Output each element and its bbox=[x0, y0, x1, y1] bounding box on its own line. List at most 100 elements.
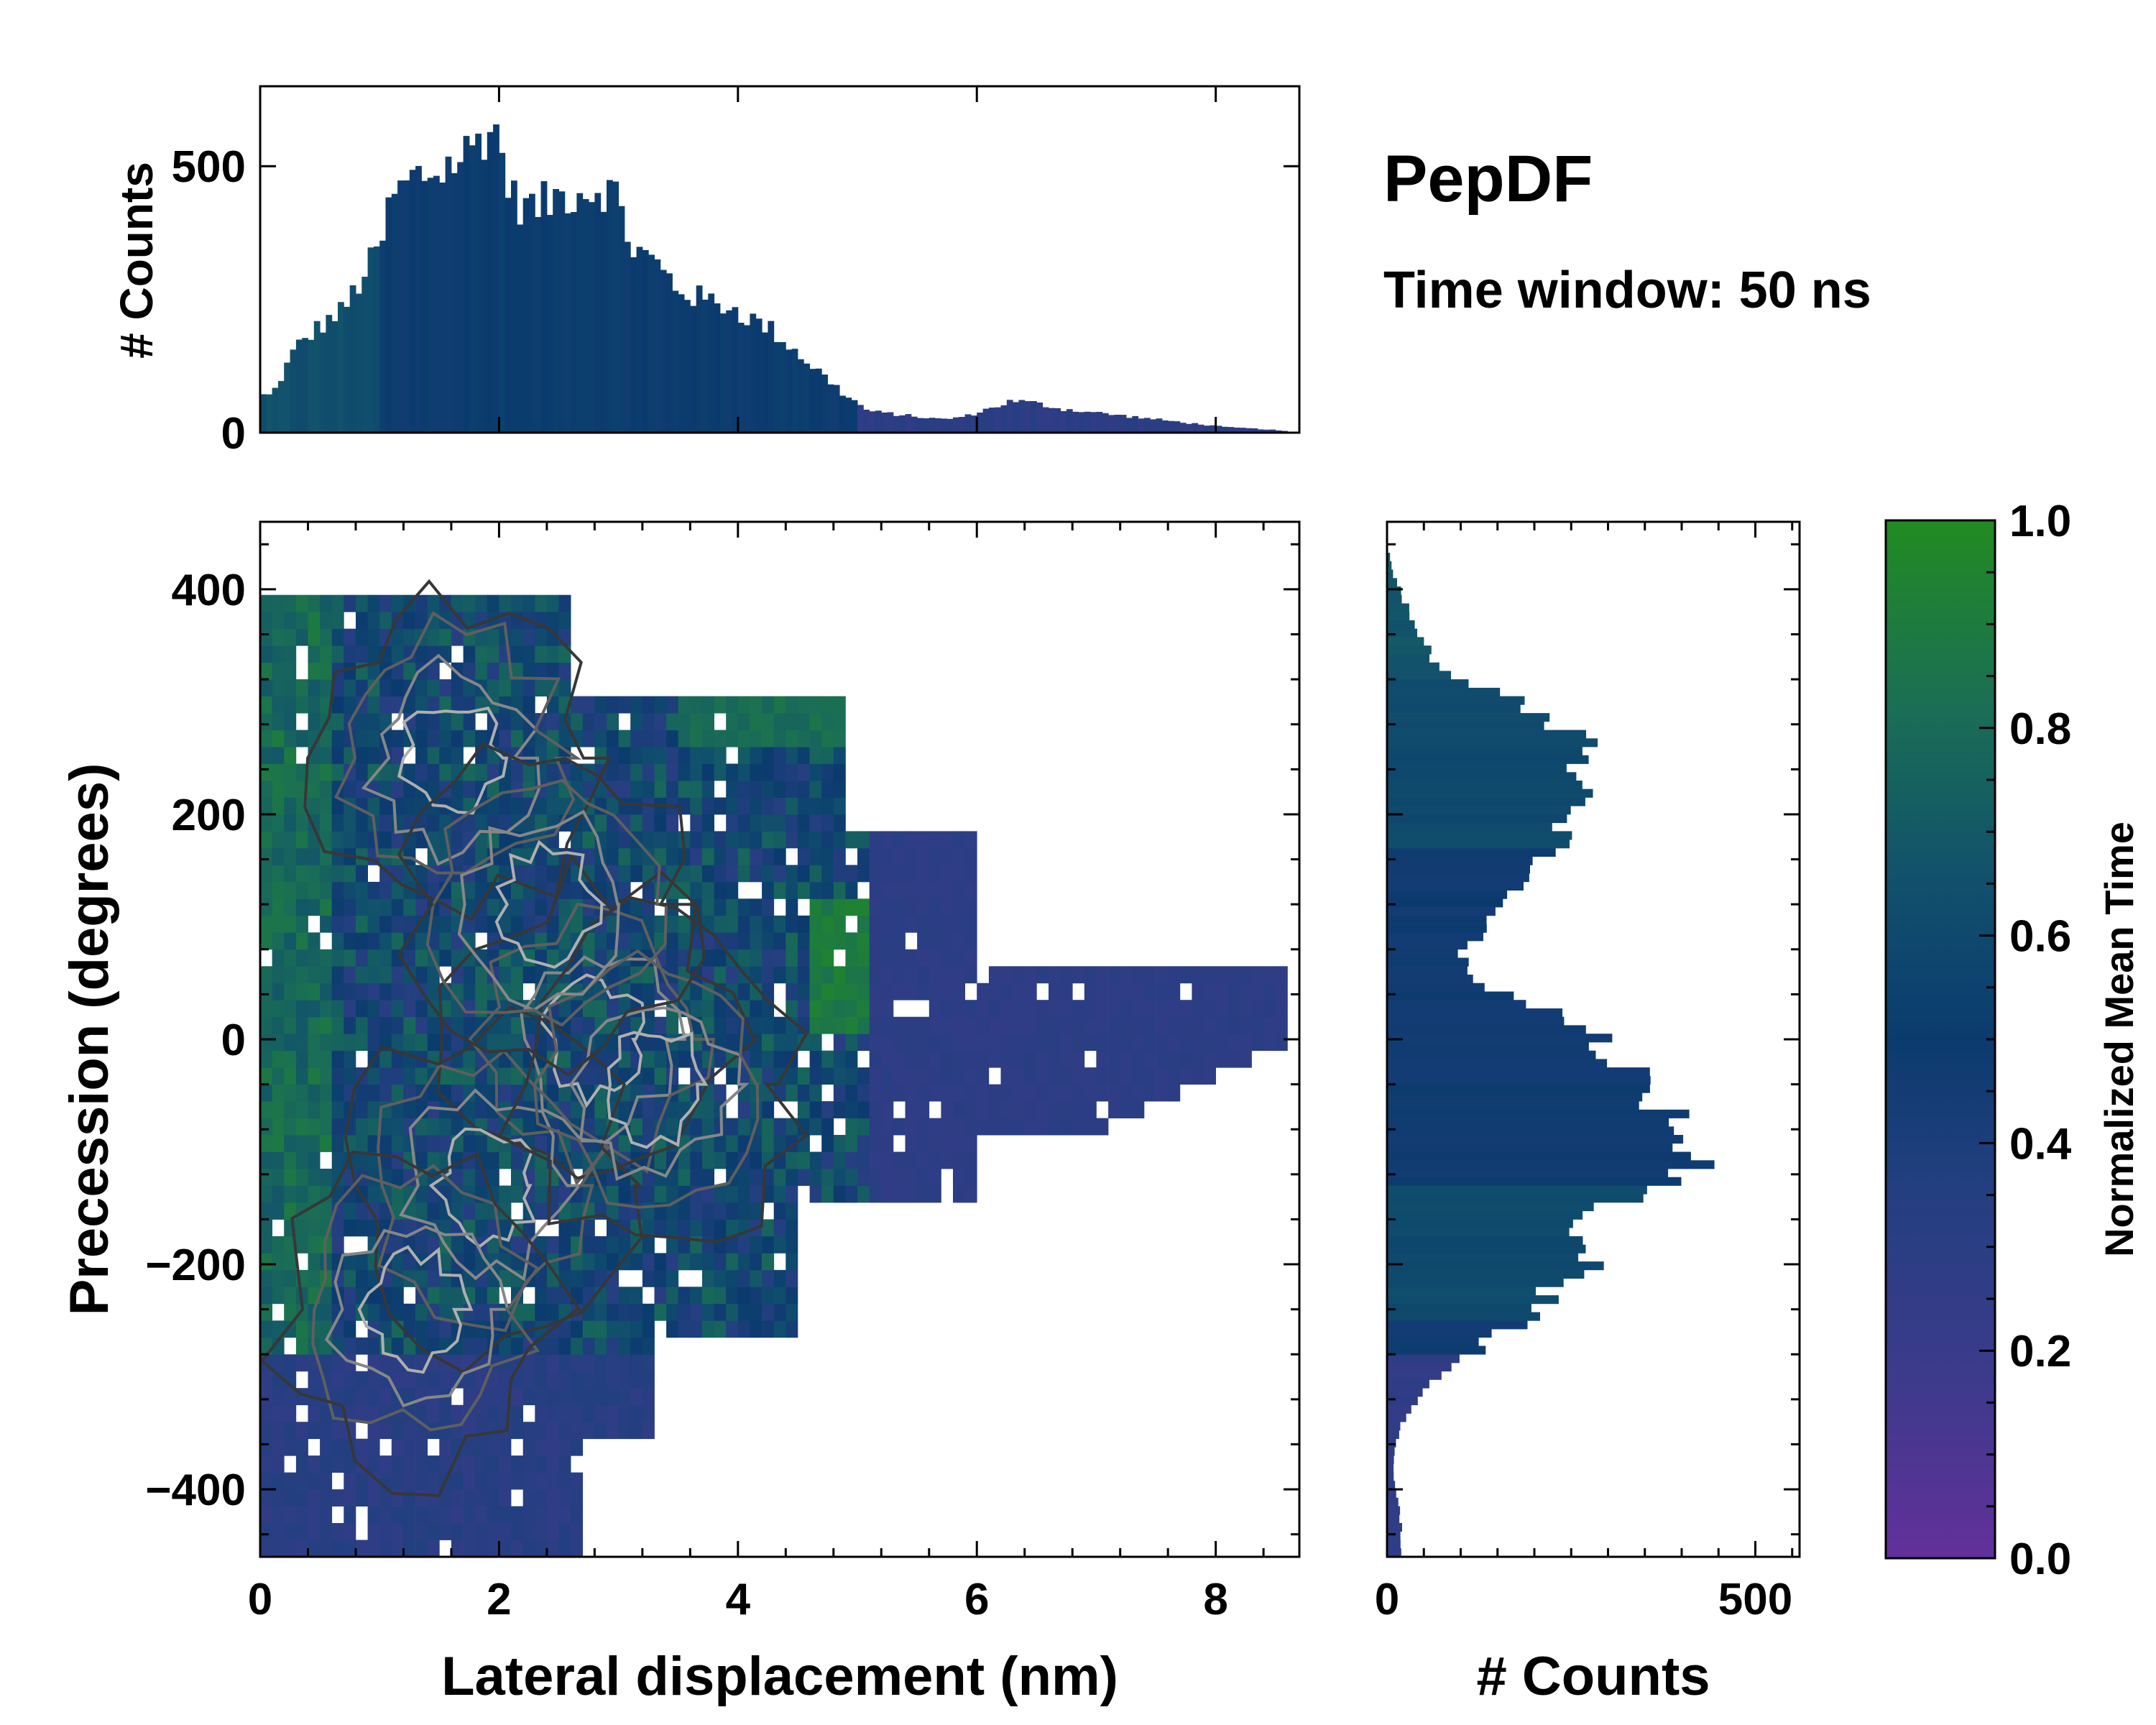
heatmap-cell bbox=[786, 1151, 798, 1169]
heatmap-cell bbox=[714, 696, 727, 714]
heatmap-cell bbox=[571, 915, 584, 933]
heatmap-cell bbox=[391, 1067, 404, 1085]
top-histogram-bar bbox=[260, 394, 267, 433]
heatmap-cell bbox=[463, 1118, 476, 1136]
heatmap-cell bbox=[1013, 1101, 1026, 1118]
heatmap-cell bbox=[881, 1151, 894, 1169]
heatmap-cell bbox=[535, 1489, 548, 1506]
top-histogram-bar bbox=[1102, 413, 1109, 433]
heatmap-cell bbox=[988, 1050, 1001, 1068]
heatmap-cell bbox=[415, 1404, 428, 1422]
heatmap-cell bbox=[344, 881, 356, 899]
heatmap-cell bbox=[451, 628, 464, 646]
heatmap-cell bbox=[356, 679, 368, 696]
heatmap-cell bbox=[1049, 1050, 1061, 1068]
top-histogram-bar bbox=[1031, 401, 1037, 433]
heatmap-cell bbox=[857, 949, 870, 967]
heatmap-cell bbox=[344, 1540, 356, 1557]
heatmap-cell bbox=[594, 1050, 607, 1068]
heatmap-cell bbox=[786, 781, 798, 798]
heatmap-cell bbox=[356, 1202, 368, 1220]
heatmap-cell bbox=[391, 1016, 404, 1034]
heatmap-cell bbox=[762, 1287, 775, 1305]
heatmap-cell bbox=[1060, 1101, 1073, 1118]
heatmap-cell bbox=[726, 1219, 739, 1237]
heatmap-cell bbox=[929, 1050, 941, 1068]
right-histogram-bar bbox=[1387, 840, 1570, 849]
heatmap-cell bbox=[726, 1236, 739, 1254]
heatmap-cell bbox=[821, 730, 834, 748]
heatmap-cell bbox=[869, 1169, 882, 1186]
heatmap-cell bbox=[511, 1540, 523, 1557]
heatmap-cell bbox=[260, 1185, 272, 1203]
heatmap-cell bbox=[284, 612, 297, 630]
heatmap-cell bbox=[690, 949, 703, 967]
heatmap-cell bbox=[522, 1084, 535, 1102]
heatmap-cell bbox=[1108, 983, 1121, 1000]
right-histogram-bar bbox=[1387, 881, 1524, 891]
heatmap-cell bbox=[833, 1185, 846, 1203]
right-histogram-bar bbox=[1387, 1312, 1540, 1321]
heatmap-cell bbox=[809, 1185, 822, 1203]
heatmap-cell bbox=[1060, 983, 1073, 1000]
colorbar-tick-label: 0.8 bbox=[2009, 704, 2071, 754]
heatmap-cell bbox=[1168, 1067, 1181, 1085]
heatmap-cell bbox=[439, 1320, 452, 1338]
heatmap-cell bbox=[642, 1101, 655, 1118]
heatmap-cell bbox=[451, 949, 464, 967]
heatmap-cell bbox=[1156, 1050, 1169, 1068]
heatmap-cell bbox=[690, 1287, 703, 1305]
heatmap-cell bbox=[630, 865, 643, 883]
heatmap-cell bbox=[475, 1320, 488, 1338]
heatmap-cell bbox=[511, 915, 523, 933]
heatmap-cell bbox=[499, 814, 512, 832]
heatmap-cell bbox=[439, 679, 452, 696]
heatmap-cell bbox=[260, 1067, 272, 1085]
heatmap-cell bbox=[320, 865, 333, 883]
heatmap-cell bbox=[522, 1118, 535, 1136]
heatmap-cell bbox=[618, 763, 631, 781]
heatmap-cell bbox=[845, 966, 858, 984]
heatmap-cell bbox=[1108, 1016, 1121, 1034]
top-histogram-bar bbox=[433, 175, 440, 433]
heatmap-cell bbox=[295, 1151, 308, 1169]
right-histogram-bar bbox=[1387, 890, 1508, 899]
heatmap-cell bbox=[917, 881, 930, 899]
colorbar-ticks: 0.00.20.40.60.81.0 bbox=[1979, 497, 2072, 1584]
heatmap-cell bbox=[367, 1472, 380, 1490]
heatmap-cell bbox=[320, 831, 333, 849]
heatmap-cell bbox=[511, 1388, 523, 1406]
contour-line bbox=[397, 707, 509, 815]
heatmap-cell bbox=[857, 1151, 870, 1169]
heatmap-cell bbox=[284, 1489, 297, 1506]
heatmap-cell bbox=[1120, 1101, 1133, 1118]
heatmap-cell bbox=[331, 1540, 344, 1557]
heatmap-cell bbox=[391, 881, 404, 899]
heatmap-cell bbox=[379, 1422, 392, 1440]
heatmap-cell bbox=[726, 847, 739, 865]
heatmap-cell bbox=[917, 1016, 930, 1034]
heatmap-cell bbox=[522, 747, 535, 764]
heatmap-cell bbox=[905, 1034, 918, 1052]
top-histogram-bar bbox=[338, 302, 344, 433]
heatmap-cell bbox=[571, 1438, 584, 1456]
heatmap-cell bbox=[403, 1438, 416, 1456]
heatmap-cell bbox=[379, 831, 392, 849]
heatmap-cell bbox=[451, 1287, 464, 1305]
heatmap-cell bbox=[809, 1050, 822, 1068]
heatmap-cell bbox=[1000, 966, 1013, 984]
heatmap-cell bbox=[821, 1185, 834, 1203]
heatmap-cell bbox=[964, 915, 977, 933]
heatmap-cell bbox=[1156, 1000, 1169, 1018]
heatmap-cell bbox=[773, 1067, 786, 1085]
heatmap-cell bbox=[1143, 966, 1156, 984]
heatmap-cell bbox=[654, 915, 667, 933]
heatmap-cell bbox=[1000, 1050, 1013, 1068]
heatmap-cell bbox=[1060, 1050, 1073, 1068]
heatmap-cell bbox=[260, 898, 272, 916]
heatmap-cell bbox=[821, 1151, 834, 1169]
heatmap-cell bbox=[773, 797, 786, 815]
heatmap-cell bbox=[379, 1135, 392, 1152]
heatmap-cell bbox=[642, 696, 655, 714]
